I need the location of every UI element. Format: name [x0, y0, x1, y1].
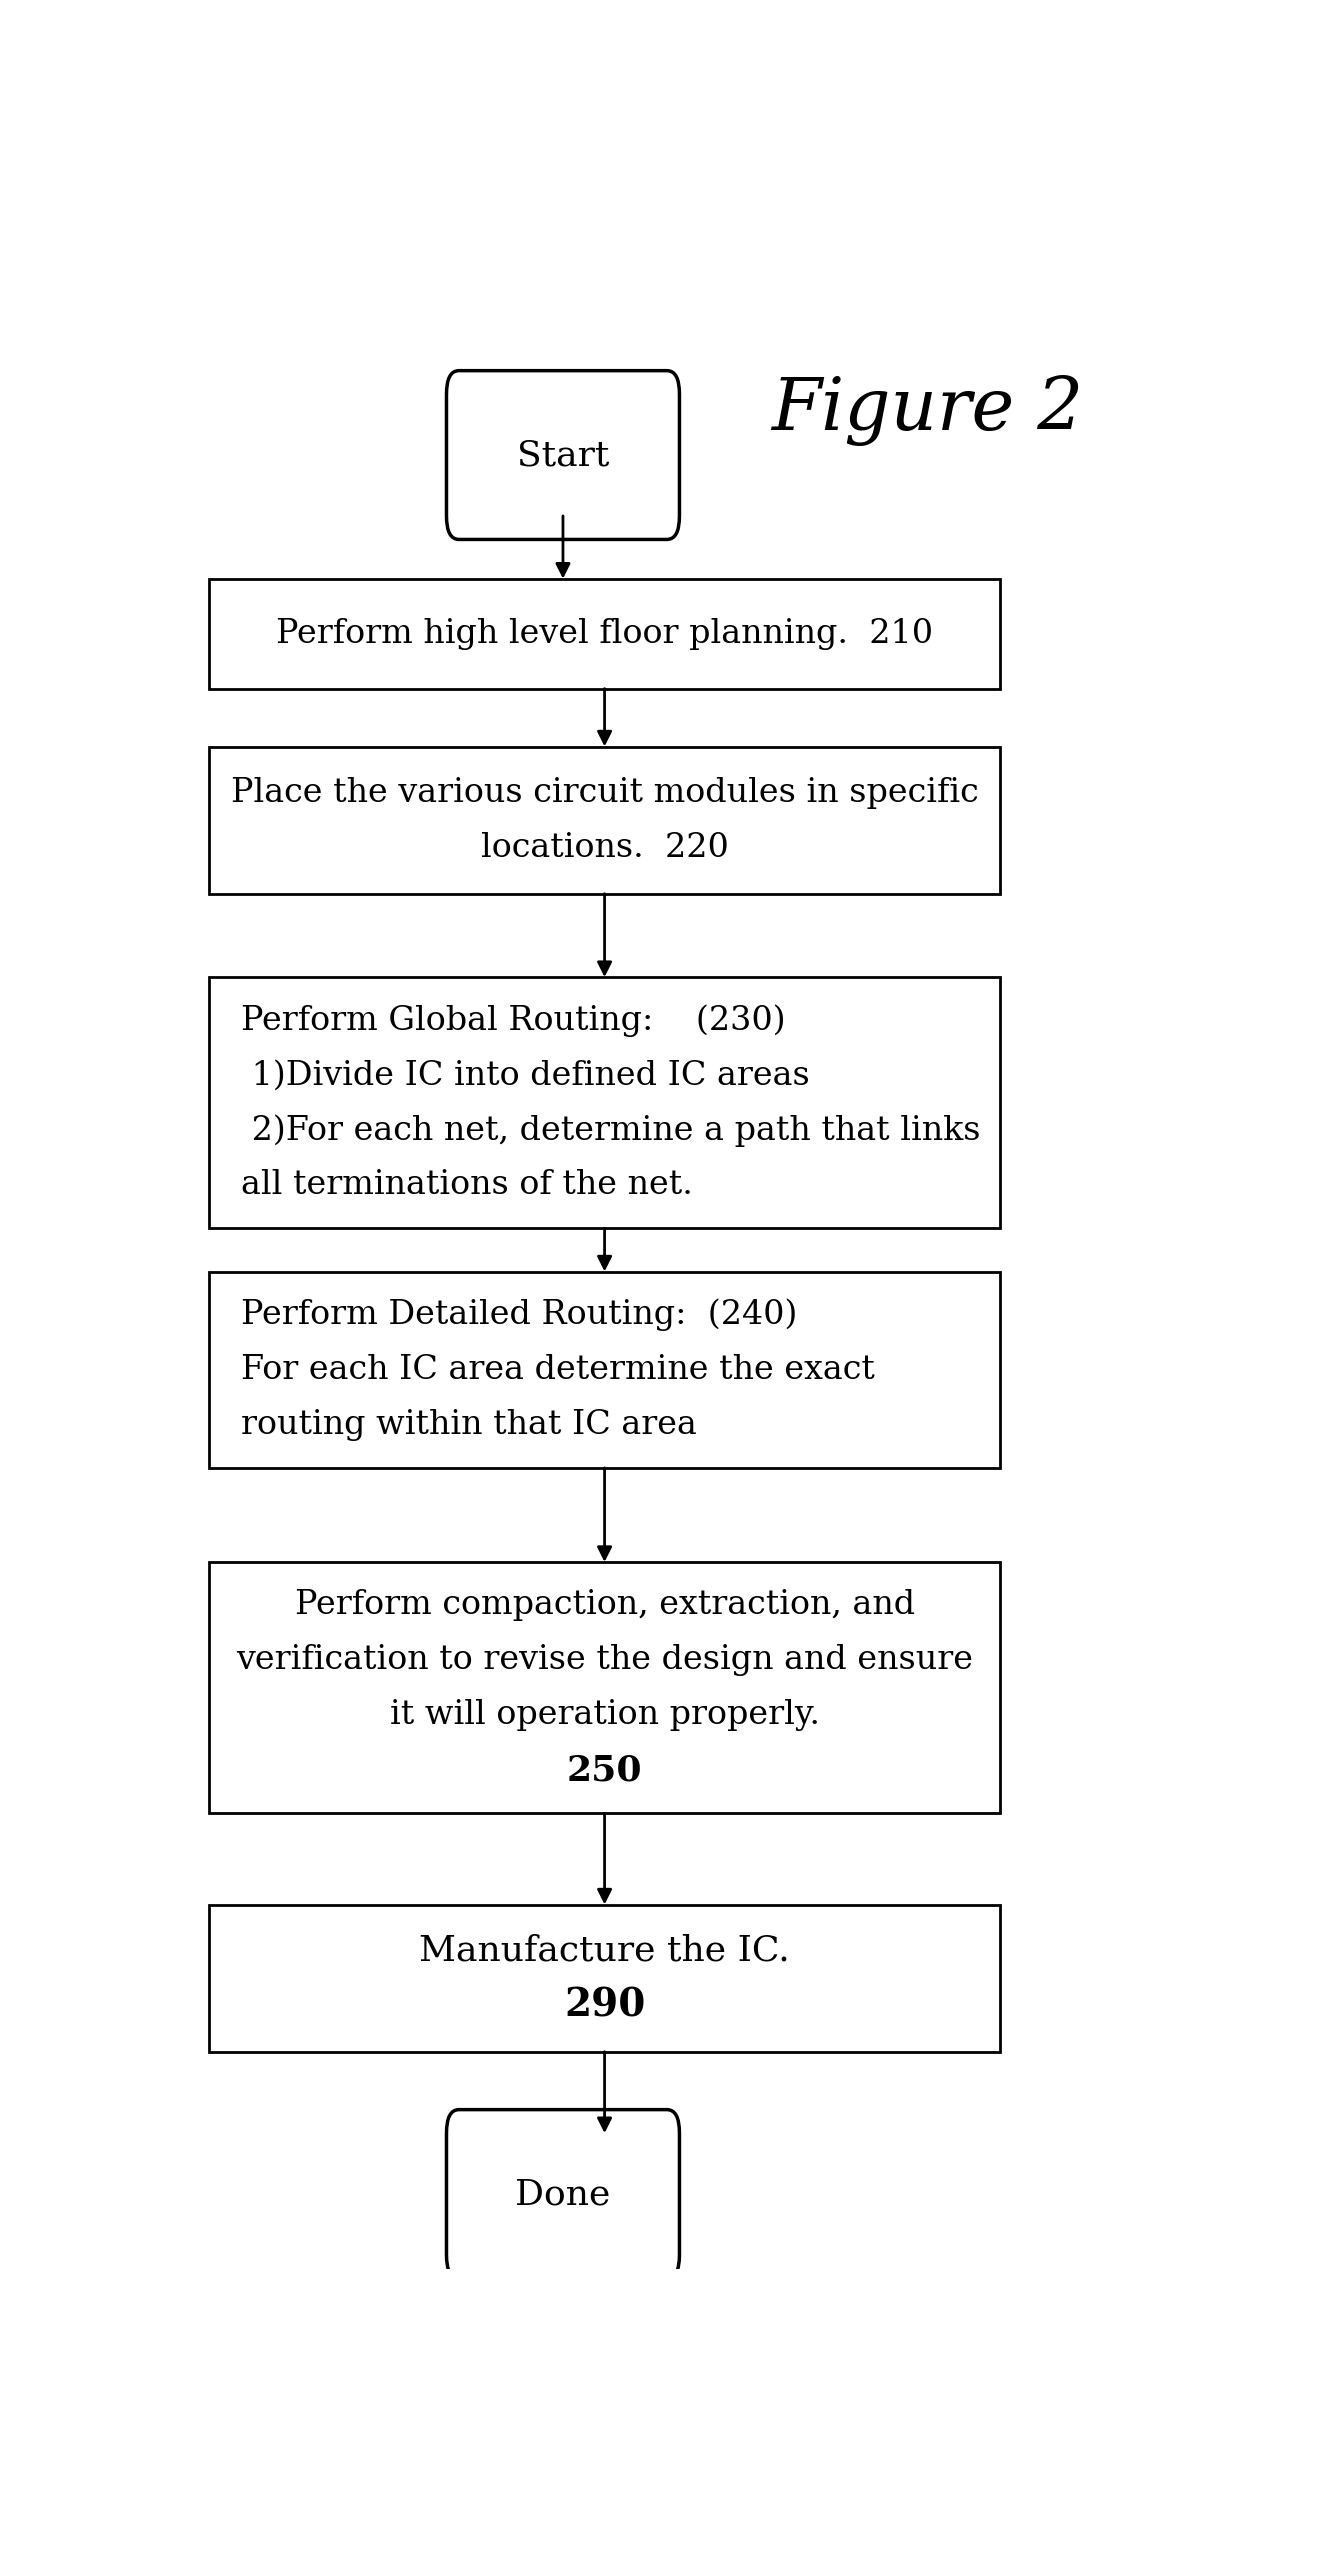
Text: verification to revise the design and ensure: verification to revise the design and en…: [236, 1644, 973, 1677]
Text: Perform compaction, extraction, and: Perform compaction, extraction, and: [294, 1588, 915, 1621]
Text: Start: Start: [517, 438, 609, 472]
Bar: [209, 1272, 1000, 1468]
Text: 250: 250: [566, 1754, 643, 1787]
Text: it will operation properly.: it will operation properly.: [389, 1700, 820, 1731]
Bar: [209, 1563, 1000, 1812]
FancyBboxPatch shape: [447, 370, 679, 540]
FancyBboxPatch shape: [447, 2111, 679, 2279]
Text: 1)Divide IC into defined IC areas: 1)Divide IC into defined IC areas: [240, 1060, 809, 1091]
Text: Manufacture the IC.: Manufacture the IC.: [419, 1935, 790, 1968]
Text: Done: Done: [515, 2177, 611, 2210]
Bar: [209, 1904, 1000, 2052]
Text: 2)For each net, determine a path that links: 2)For each net, determine a path that li…: [240, 1114, 980, 1147]
Bar: [209, 579, 1000, 688]
Bar: [209, 747, 1000, 895]
Text: locations.  220: locations. 220: [480, 831, 729, 864]
Text: Place the various circuit modules in specific: Place the various circuit modules in spe…: [231, 777, 978, 808]
Text: Figure 2: Figure 2: [770, 375, 1083, 446]
Text: all terminations of the net.: all terminations of the net.: [240, 1170, 692, 1201]
Text: Perform Global Routing:    (230): Perform Global Routing: (230): [240, 1004, 785, 1037]
Bar: [209, 976, 1000, 1229]
Text: For each IC area determine the exact: For each IC area determine the exact: [240, 1354, 875, 1387]
Text: routing within that IC area: routing within that IC area: [240, 1410, 696, 1440]
Text: 290: 290: [564, 1986, 646, 2024]
Text: Perform Detailed Routing:  (240): Perform Detailed Routing: (240): [240, 1297, 797, 1331]
Text: Perform high level floor planning.  210: Perform high level floor planning. 210: [276, 617, 933, 650]
